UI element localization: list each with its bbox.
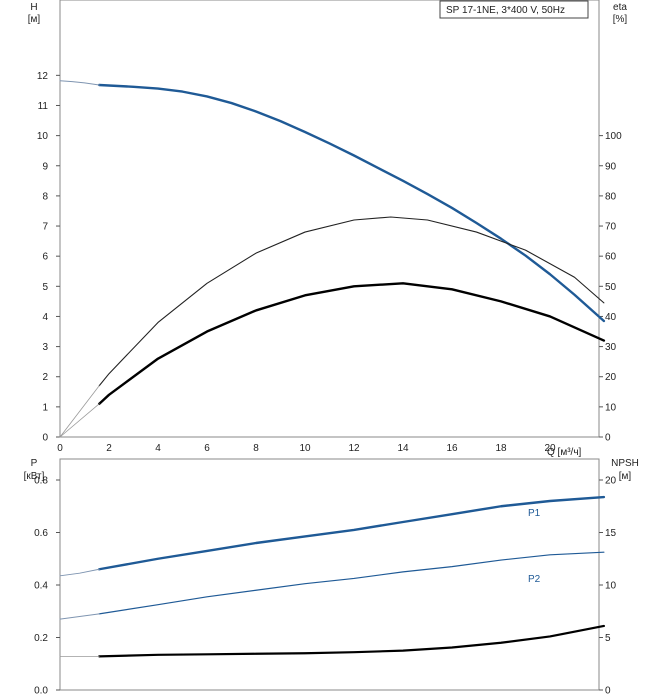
x-tick-label: 0 bbox=[57, 443, 63, 454]
legend-text: SP 17-1NE, 3*400 V, 50Hz bbox=[446, 5, 565, 16]
head-eta-left-tick-label: 6 bbox=[42, 252, 48, 263]
head-eta-left-tick-label: 2 bbox=[42, 372, 48, 383]
head-eta-right-tick-label: 90 bbox=[605, 161, 617, 172]
head-eta-series-0-line bbox=[98, 83, 606, 323]
head-eta-left-tick-label: 12 bbox=[37, 71, 49, 82]
head-eta-left-tick-label: 11 bbox=[38, 101, 49, 112]
power-npsh-right-tick-label: 15 bbox=[605, 528, 617, 539]
head-eta-left-tick-label: 10 bbox=[37, 131, 49, 142]
power-npsh-left-tick-label: 0.2 bbox=[34, 633, 48, 644]
x-tick-label: 2 bbox=[106, 443, 112, 454]
head-eta-right-tick-label: 70 bbox=[605, 222, 617, 233]
eta-axis-unit: [%] bbox=[613, 14, 628, 25]
x-tick-label: 20 bbox=[544, 443, 556, 454]
head-eta-left-tick-label: 1 bbox=[42, 402, 48, 413]
npsh-axis-title: NPSH bbox=[611, 458, 639, 469]
head-eta-left-tick-label: 4 bbox=[42, 312, 48, 323]
head-eta-series-5-line bbox=[59, 403, 100, 438]
p1-series-label: P1 bbox=[528, 508, 541, 519]
power-npsh-series-4-line bbox=[98, 624, 605, 658]
power-npsh-series-3-line bbox=[59, 613, 100, 620]
head-eta-left-tick-label: 8 bbox=[42, 191, 48, 202]
x-tick-label: 12 bbox=[348, 443, 360, 454]
head-eta-series-4-line bbox=[98, 282, 606, 406]
npsh-axis-unit: [м] bbox=[619, 471, 632, 482]
x-tick-label: 18 bbox=[495, 443, 507, 454]
head-eta-right-tick-label: 10 bbox=[605, 402, 617, 413]
head-eta-left-tick-label: 5 bbox=[42, 282, 48, 293]
head-eta-series-3-line bbox=[59, 385, 100, 438]
eta-axis-title: eta bbox=[613, 2, 627, 13]
head-eta-left-tick-label: 0 bbox=[42, 433, 48, 444]
power-npsh-right-tick-label: 10 bbox=[605, 581, 617, 592]
power-npsh-left-tick-label: 0.6 bbox=[34, 528, 48, 539]
p-axis-unit: [кВт] bbox=[24, 471, 45, 482]
power-npsh-frame bbox=[59, 458, 600, 691]
power-npsh-left-tick-label: 0.4 bbox=[34, 581, 48, 592]
h-axis-unit: [м] bbox=[28, 14, 41, 25]
x-tick-label: 10 bbox=[299, 443, 311, 454]
p2-series-label: P2 bbox=[528, 574, 541, 585]
x-tick-label: 8 bbox=[253, 443, 259, 454]
head-eta-right-tick-label: 0 bbox=[605, 433, 611, 444]
head-eta-right-tick-label: 30 bbox=[605, 342, 617, 353]
power-npsh-left-tick-label: 0.0 bbox=[34, 686, 48, 697]
head-eta-left-tick-label: 3 bbox=[42, 342, 48, 353]
q-axis-title: Q [м³/ч] bbox=[547, 447, 582, 458]
x-tick-label: 14 bbox=[397, 443, 409, 454]
power-npsh-series-1-line bbox=[59, 568, 100, 577]
plot-frames bbox=[59, 0, 600, 691]
head-eta-series-1-line bbox=[59, 80, 100, 86]
power-npsh-series-0-line bbox=[98, 495, 606, 571]
head-eta-right-tick-label: 100 bbox=[605, 131, 622, 142]
series-lines bbox=[59, 80, 606, 658]
head-eta-left-tick-label: 7 bbox=[42, 222, 48, 233]
h-axis-title: H bbox=[30, 2, 37, 13]
head-eta-left-tick-label: 9 bbox=[42, 161, 48, 172]
head-eta-right-tick-label: 40 bbox=[605, 312, 617, 323]
power-npsh-right-tick-label: 0 bbox=[605, 686, 611, 697]
power-npsh-left-tick-label: 0.8 bbox=[34, 476, 48, 487]
head-eta-right-tick-label: 60 bbox=[605, 252, 617, 263]
power-npsh-right-tick-label: 20 bbox=[605, 476, 617, 487]
x-tick-label: 16 bbox=[446, 443, 458, 454]
head-eta-series-2-line bbox=[98, 216, 605, 387]
legend-box bbox=[439, 0, 589, 19]
power-npsh-right-tick-label: 5 bbox=[605, 633, 611, 644]
power-npsh-series-2-line bbox=[98, 551, 605, 615]
x-tick-label: 4 bbox=[155, 443, 161, 454]
head-eta-right-tick-label: 50 bbox=[605, 282, 617, 293]
x-tick-label: 6 bbox=[204, 443, 210, 454]
head-eta-right-tick-label: 20 bbox=[605, 372, 617, 383]
power-npsh-plot-area bbox=[60, 459, 599, 690]
head-eta-right-tick-label: 80 bbox=[605, 191, 617, 202]
p-axis-title: P bbox=[31, 458, 38, 469]
head-eta-frame bbox=[59, 0, 600, 438]
